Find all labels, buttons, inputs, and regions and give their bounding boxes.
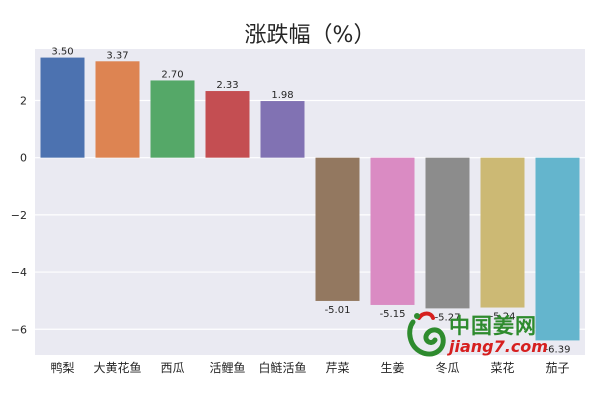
x-tick-label: 生姜 [380,361,404,375]
bar [150,80,195,158]
y-tick-label: −4 [11,266,27,279]
bar [315,157,360,301]
bar-value-label: -5.24 [490,312,516,323]
watermark-url: jiang7.com [449,337,548,356]
bar-value-label: -5.15 [380,309,406,320]
bar [95,61,140,158]
bar-value-label: 3.50 [51,47,73,58]
data-labels: 3.50 3.37 2.70 2.33 1.98 -5.01 -5.15 -5.27 -5.24… [51,47,570,356]
x-tick-label: 西瓜 [160,361,184,375]
x-tick-label: 活鲤鱼 [209,361,245,375]
bar [425,157,470,309]
bar-value-label: 2.33 [216,80,238,91]
watermark-name: 中国姜网 [449,314,537,338]
bars [40,57,580,341]
y-axis-ticks: −6 −4 −2 0 2 [11,94,27,336]
bar-value-label: -6.39 [545,344,571,355]
x-tick-label: 茄子 [545,361,569,375]
y-tick-label: −6 [11,323,27,336]
bar [535,157,580,341]
bar [260,101,305,158]
bar-value-label: 3.37 [106,50,128,61]
y-tick-label: 2 [20,94,27,107]
y-tick-label: 0 [20,152,27,165]
x-tick-label: 大黄花鱼 [93,360,141,375]
x-tick-label: 鸭梨 [50,361,74,375]
bar-value-label: 1.98 [271,90,293,101]
x-tick-label: 冬瓜 [435,360,459,375]
bar [40,57,85,158]
bar [205,91,250,158]
x-axis-ticks: 鸭梨 大黄花鱼 西瓜 活鲤鱼 白鲢活鱼 芹菜 生姜 冬瓜 菜花 茄子 [50,360,569,375]
bar-value-label: -5.27 [435,312,461,323]
y-tick-label: −2 [11,209,27,222]
x-tick-label: 菜花 [490,360,514,375]
bar [480,157,525,308]
chart-title: 涨跌幅（%） [245,23,376,48]
bar-value-label: -5.01 [325,305,351,316]
bar [370,157,415,305]
watermark-logo: 中国姜网 jiang7.com [405,306,595,366]
ginger-logo-icon [407,311,446,357]
x-tick-label: 芹菜 [325,361,349,375]
bar-value-label: 2.70 [161,69,183,80]
x-tick-label: 白鲢活鱼 [258,360,306,375]
